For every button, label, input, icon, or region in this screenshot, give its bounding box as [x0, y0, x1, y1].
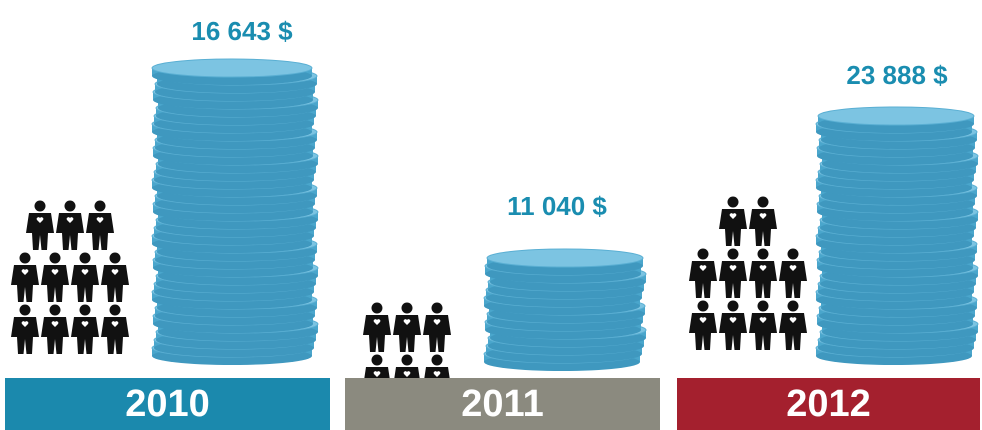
person [11, 305, 39, 355]
person-head [50, 305, 61, 316]
person [749, 197, 777, 247]
person-head [432, 355, 443, 366]
person [26, 201, 54, 251]
year-label: 2012 [786, 383, 871, 425]
person [101, 305, 129, 355]
person [749, 301, 777, 351]
person [363, 303, 391, 353]
person-head [402, 355, 413, 366]
person [101, 253, 129, 303]
person [689, 249, 717, 299]
person-head [110, 305, 121, 316]
person-head [50, 253, 61, 264]
person-head [65, 201, 76, 212]
person-head [788, 249, 799, 260]
person-head [80, 253, 91, 264]
person-head [728, 197, 739, 208]
person [41, 305, 69, 355]
person-head [20, 305, 31, 316]
person-head [788, 301, 799, 312]
person [779, 301, 807, 351]
person [56, 201, 84, 251]
year-label: 2010 [125, 383, 210, 425]
person [689, 301, 717, 351]
person-head [110, 253, 121, 264]
person [41, 253, 69, 303]
person [86, 201, 114, 251]
people-group [11, 201, 129, 355]
infographic: 16 643 $ 2010 11 040 $ 2011 23 888 $ 2012 [0, 0, 982, 430]
coin-stack [816, 107, 978, 365]
person [779, 249, 807, 299]
coin-stack [484, 249, 646, 371]
person [719, 249, 747, 299]
person [11, 253, 39, 303]
people-group [689, 197, 807, 351]
person [393, 303, 421, 353]
person-head [402, 303, 413, 314]
person-head [758, 197, 769, 208]
person-head [372, 355, 383, 366]
person-head [698, 249, 709, 260]
person-head [758, 249, 769, 260]
person-head [35, 201, 46, 212]
person [719, 197, 747, 247]
person-head [372, 303, 383, 314]
person-head [95, 201, 106, 212]
year-label: 2011 [461, 383, 543, 425]
coin-top [487, 249, 643, 267]
coin-top [152, 59, 312, 77]
amount-label: 23 888 $ [846, 60, 948, 90]
person-head [758, 301, 769, 312]
person-head [20, 253, 31, 264]
person [719, 301, 747, 351]
person-head [728, 301, 739, 312]
person [71, 305, 99, 355]
amount-label: 16 643 $ [191, 16, 293, 46]
coin-stack [152, 59, 318, 365]
amount-label: 11 040 $ [507, 191, 607, 221]
person [71, 253, 99, 303]
person-head [432, 303, 443, 314]
person-head [80, 305, 91, 316]
person [749, 249, 777, 299]
person-head [698, 301, 709, 312]
coin-top [818, 107, 974, 125]
person-head [728, 249, 739, 260]
person [423, 303, 451, 353]
